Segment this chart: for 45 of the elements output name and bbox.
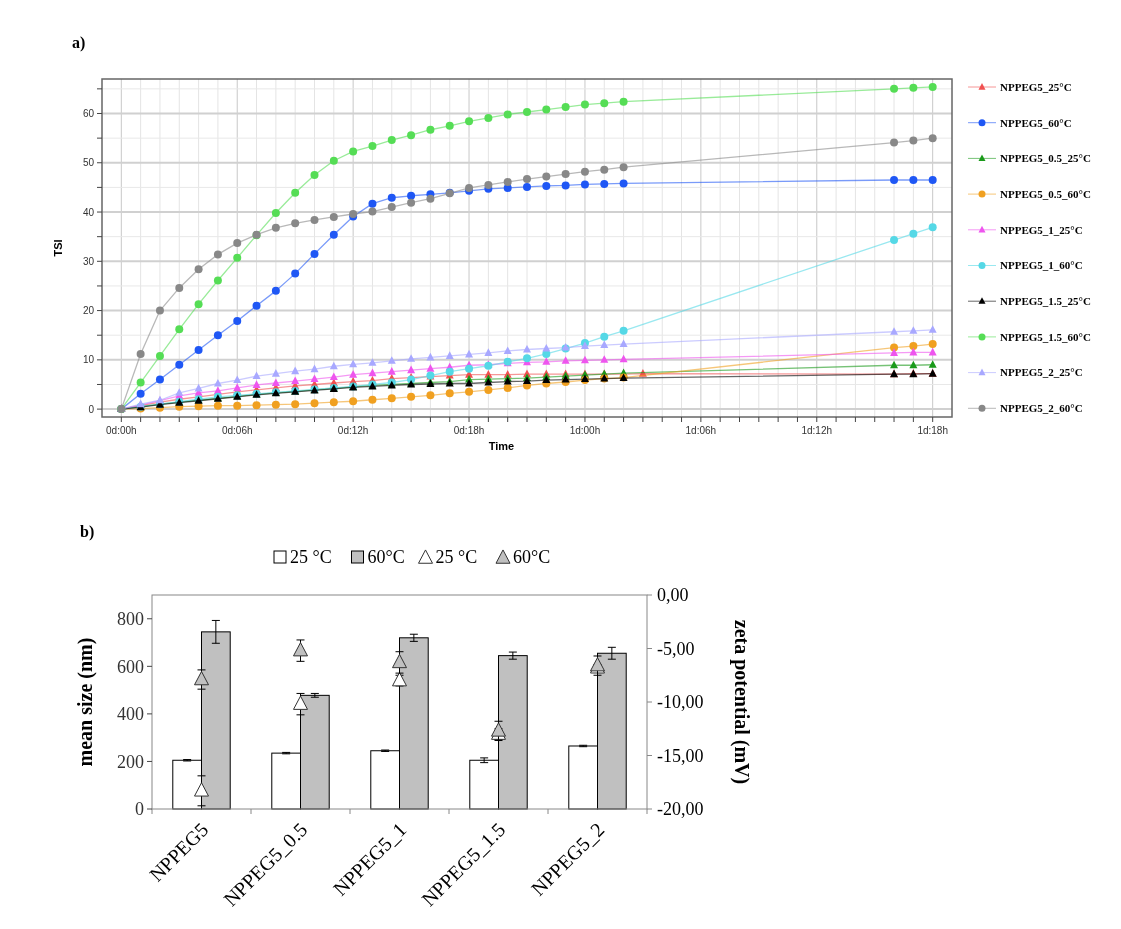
y-axis-title: mean size (nm) bbox=[74, 637, 97, 767]
x-axis-title: Time bbox=[488, 440, 515, 452]
legend-label: 25 °C bbox=[290, 547, 332, 568]
y2-tick-label: 0,00 bbox=[657, 585, 689, 606]
y2-tick-label: -10,00 bbox=[657, 692, 704, 713]
x-tick-label: 1d:12h bbox=[801, 425, 833, 436]
y-axis-title: TSI bbox=[52, 239, 64, 257]
y-tick-label: 50 bbox=[82, 157, 95, 169]
legend-label: NPPEG5_0.5_25°C bbox=[1000, 152, 1091, 165]
x-tick-label: 1d:18h bbox=[917, 425, 948, 436]
legend-label: NPPEG5_1.5_60°C bbox=[1000, 330, 1091, 343]
y-tick-label: 40 bbox=[82, 206, 95, 218]
legend-label: NPPEG5_60°C bbox=[1000, 116, 1072, 129]
legend-label: NPPEG5_1.5_25°C bbox=[1000, 295, 1091, 308]
y-tick-label: 30 bbox=[82, 255, 95, 267]
chart-title: b) bbox=[80, 523, 95, 541]
legend-label: NPPEG5_25°C bbox=[1000, 80, 1072, 93]
legend-label: NPPEG5_1_25°C bbox=[1000, 223, 1083, 236]
y-tick-label: 200 bbox=[117, 751, 144, 772]
legend-label: NPPEG5_1_60°C bbox=[1000, 259, 1083, 272]
y2-tick-label: -15,00 bbox=[657, 745, 704, 766]
legend-label: 60°C bbox=[367, 547, 405, 568]
legend-label: NPPEG5_2_25°C bbox=[1000, 366, 1083, 379]
y-tick-label: 800 bbox=[117, 609, 144, 630]
y-tick-label: 20 bbox=[82, 305, 95, 317]
legend-label: 60°C bbox=[513, 547, 551, 568]
chart-title: a) bbox=[72, 34, 86, 52]
y2-axis-title: zeta potential (mV) bbox=[730, 619, 753, 785]
legend-label: 25 °C bbox=[435, 547, 478, 568]
x-tick-label: 0d:12h bbox=[337, 425, 369, 436]
x-tick-label: 0d:18h bbox=[453, 425, 485, 436]
legend-label: NPPEG5_2_60°C bbox=[1000, 402, 1083, 415]
y2-tick-label: -20,00 bbox=[657, 799, 704, 820]
x-tick-label: 1d:00h bbox=[569, 425, 601, 436]
y-tick-label: 10 bbox=[82, 354, 95, 366]
x-tick-label: 0d:00h bbox=[106, 425, 137, 436]
x-tick-label: 1d:06h bbox=[685, 425, 717, 436]
legend-label: NPPEG5_0.5_60°C bbox=[1000, 187, 1091, 200]
y-tick-label: 0 bbox=[88, 403, 95, 415]
y-tick-label: 0 bbox=[135, 799, 144, 820]
y2-tick-label: -5,00 bbox=[657, 638, 695, 659]
y-tick-label: 400 bbox=[117, 704, 144, 725]
y-tick-label: 600 bbox=[117, 656, 144, 677]
y-tick-label: 60 bbox=[82, 107, 95, 119]
x-tick-label: 0d:06h bbox=[221, 425, 253, 436]
